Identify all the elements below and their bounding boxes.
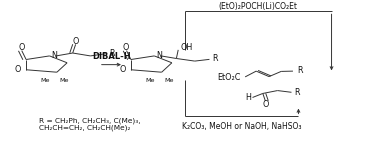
Text: R: R: [109, 48, 114, 58]
Text: N: N: [156, 51, 162, 60]
Text: O: O: [120, 65, 126, 74]
Text: OH: OH: [180, 43, 192, 52]
Text: K₂CO₃, MeOH or NaOH, NaHSO₃: K₂CO₃, MeOH or NaOH, NaHSO₃: [182, 122, 301, 131]
Text: O: O: [18, 43, 25, 52]
Text: O: O: [15, 65, 21, 74]
Text: Me: Me: [145, 78, 155, 83]
Text: R: R: [213, 54, 218, 63]
Text: R: R: [297, 66, 302, 75]
Text: Me: Me: [59, 78, 69, 83]
Text: O: O: [73, 37, 79, 46]
Text: Me: Me: [40, 78, 50, 83]
Text: R = CH₂Ph, CH₂CH₃, C(Me)₃,
CH₂CH=CH₂, CH₂CH(Me)₂: R = CH₂Ph, CH₂CH₃, C(Me)₃, CH₂CH=CH₂, CH…: [39, 117, 141, 131]
Text: Me: Me: [164, 78, 174, 83]
Text: O: O: [123, 43, 129, 52]
Text: DIBAL-H: DIBAL-H: [92, 52, 131, 61]
Text: (EtO)₂POCH(Li)CO₂Et: (EtO)₂POCH(Li)CO₂Et: [218, 2, 297, 11]
Text: O: O: [263, 100, 269, 109]
Text: R: R: [294, 87, 300, 97]
Text: N: N: [51, 51, 57, 60]
Text: H: H: [245, 93, 251, 102]
Text: EtO₂C: EtO₂C: [218, 73, 241, 82]
